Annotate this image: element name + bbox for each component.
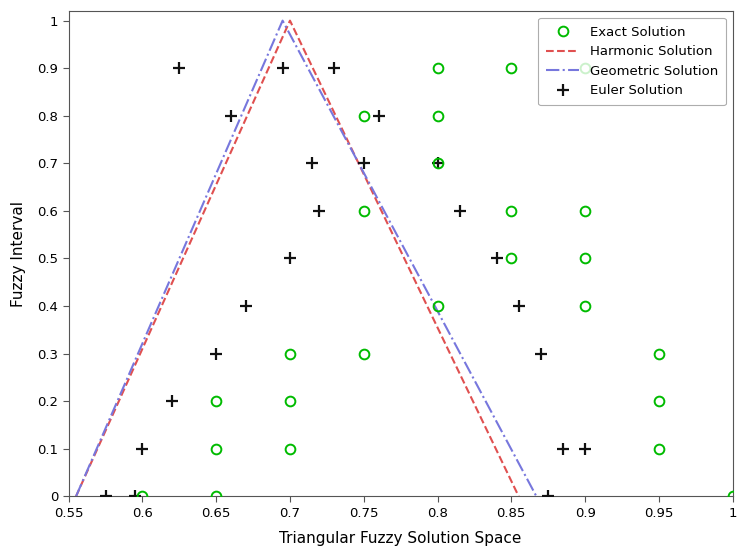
Legend: Exact Solution, Harmonic Solution, Geometric Solution, Euler Solution: Exact Solution, Harmonic Solution, Geome… [539, 18, 726, 105]
X-axis label: Triangular Fuzzy Solution Space: Triangular Fuzzy Solution Space [280, 531, 522, 546]
Y-axis label: Fuzzy Interval: Fuzzy Interval [11, 201, 26, 307]
